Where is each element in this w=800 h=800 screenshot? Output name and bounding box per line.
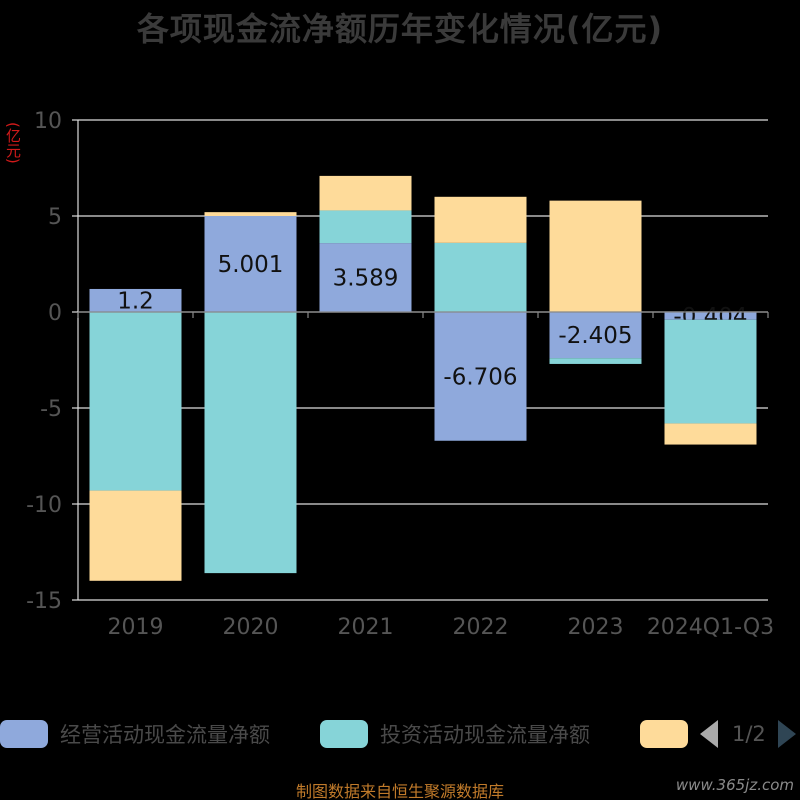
legend-label-investing: 投资活动现金流量净额 — [380, 723, 590, 747]
x-tick-label: 2022 — [453, 615, 509, 640]
x-tick-label: 2020 — [223, 615, 279, 640]
bar-segment-s2-c4[interactable] — [549, 200, 642, 312]
pager-next-icon[interactable] — [777, 720, 796, 748]
bar-segment-s2-c2[interactable] — [319, 175, 412, 211]
x-tick-label: 2024Q1-Q3 — [647, 615, 774, 640]
legend-item-financing[interactable] — [640, 713, 700, 755]
legend-item-operating[interactable]: 经营活动现金流量净额 — [0, 713, 270, 755]
data-label: 3.589 — [333, 266, 399, 292]
bar-segment-s2-c1[interactable] — [204, 212, 297, 216]
bar-segment-s0-c1[interactable] — [204, 215, 297, 312]
bar-segment-s2-c5[interactable] — [664, 423, 757, 445]
y-tick-label: -10 — [26, 493, 62, 518]
y-tick-label: -5 — [40, 397, 62, 422]
x-tick-label: 2019 — [108, 615, 164, 640]
bar-segment-s2-c3[interactable] — [434, 196, 527, 243]
legend-pager: 1/2 — [700, 713, 796, 755]
legend-swatch-financing — [640, 720, 688, 748]
y-tick-label: 10 — [34, 109, 62, 134]
legend-label-operating: 经营活动现金流量净额 — [60, 723, 270, 747]
pager-prev-icon[interactable] — [700, 720, 718, 748]
x-tick-label: 2023 — [568, 615, 624, 640]
chart-plot: 1050-5-10-151.25.0013.589-6.706-2.405-0.… — [26, 109, 774, 640]
bar-segment-s0-c2[interactable] — [319, 243, 412, 312]
y-axis-unit: (亿元) — [4, 122, 22, 164]
data-label: -2.405 — [558, 323, 632, 349]
bar-segment-s0-c4[interactable] — [549, 312, 642, 359]
bar-segment-s1-c1[interactable] — [204, 312, 297, 574]
bar-segment-s1-c2[interactable] — [319, 210, 412, 244]
legend-swatch-operating — [0, 720, 48, 748]
data-source-note: 制图数据来自恒生聚源数据库 — [295, 782, 504, 800]
legend: 经营活动现金流量净额 投资活动现金流量净额 1/2 — [0, 713, 800, 755]
x-tick-label: 2021 — [338, 615, 394, 640]
bar-segment-s2-c0[interactable] — [89, 490, 182, 581]
bar-segment-s1-c3[interactable] — [434, 242, 527, 312]
y-tick-label: 5 — [48, 205, 62, 230]
data-label: -6.706 — [443, 364, 517, 390]
pager-page-indicator: 1/2 — [732, 722, 766, 746]
watermark-logo: www.365jz.com — [675, 776, 794, 794]
chart-title: 各项现金流净额历年变化情况(亿元) — [136, 10, 664, 48]
y-tick-label: 0 — [48, 301, 62, 326]
data-label: 5.001 — [218, 252, 284, 278]
bar-segment-s1-c0[interactable] — [89, 312, 182, 491]
data-label: 1.2 — [117, 288, 154, 314]
bar-segment-s0-c0[interactable] — [89, 288, 182, 312]
y-tick-label: -15 — [26, 589, 62, 614]
bar-segment-s1-c5[interactable] — [664, 319, 757, 424]
bar-segment-s0-c3[interactable] — [434, 312, 527, 441]
bar-segment-s0-c5[interactable] — [664, 312, 757, 320]
legend-swatch-investing — [320, 720, 368, 748]
legend-item-investing[interactable]: 投资活动现金流量净额 — [320, 713, 590, 755]
bar-segment-s1-c4[interactable] — [549, 358, 642, 364]
